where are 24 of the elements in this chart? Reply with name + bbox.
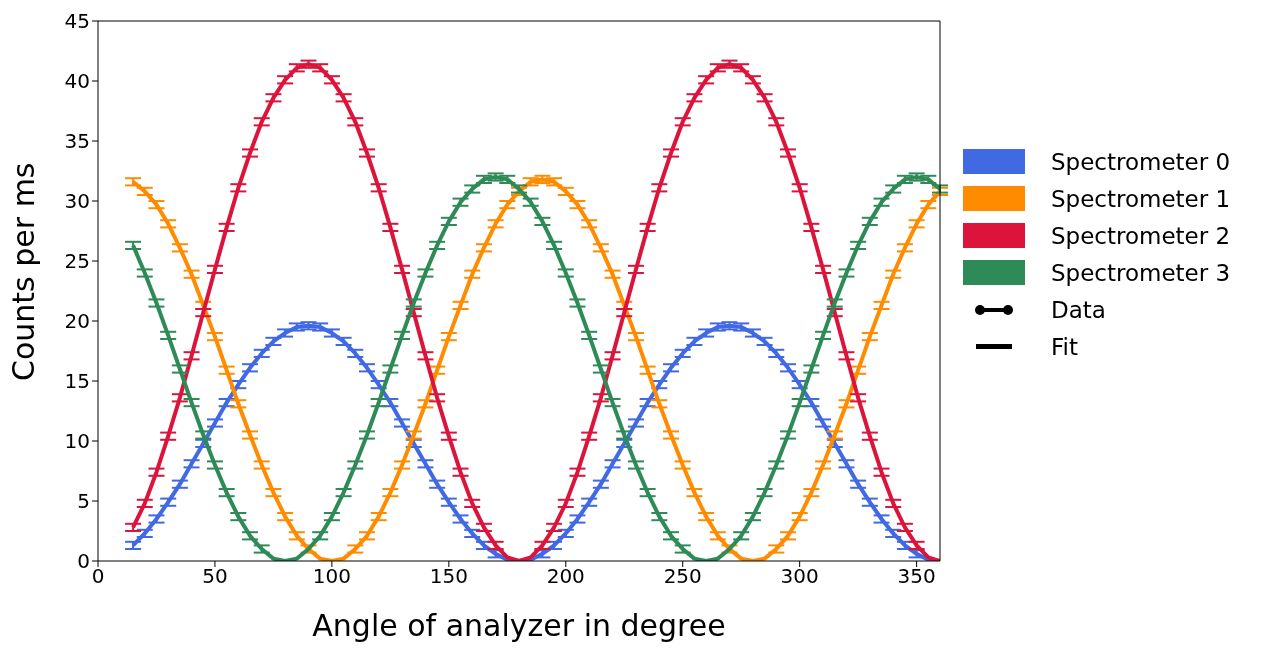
x-tick-label: 300 — [780, 564, 819, 589]
legend-label: Spectrometer 2 — [1051, 222, 1231, 249]
x-tick-label: 150 — [429, 564, 468, 589]
y-tick-label: 5 — [77, 489, 90, 514]
y-tick-label: 25 — [64, 249, 90, 274]
x-tick-label: 250 — [663, 564, 702, 589]
x-tick-label: 200 — [546, 564, 585, 589]
y-tick-label: 15 — [64, 369, 90, 394]
x-axis-title: Angle of analyzer in degree — [312, 608, 726, 643]
y-tick-label: 10 — [64, 429, 90, 454]
legend-label: Spectrometer 3 — [1051, 259, 1231, 286]
y-tick-label: 35 — [64, 129, 90, 154]
y-tick-label: 20 — [64, 309, 90, 334]
text: Data — [1051, 296, 1106, 323]
x-tick-label: 350 — [897, 564, 936, 589]
y-axis-title: Counts per ms — [5, 162, 41, 381]
legend-label: Spectrometer 0 — [1051, 148, 1231, 175]
y-tick-label: 30 — [64, 189, 90, 214]
x-tick-label: 50 — [202, 564, 228, 589]
legend-label: Spectrometer 1 — [1051, 185, 1231, 212]
text: Fit — [1051, 333, 1078, 360]
y-tick-label: 40 — [64, 69, 90, 94]
x-tick-label: 100 — [312, 564, 351, 589]
y-tick-label: 45 — [64, 9, 90, 34]
